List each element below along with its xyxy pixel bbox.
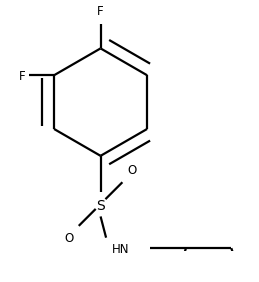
Text: O: O — [127, 164, 136, 177]
Text: S: S — [96, 199, 105, 213]
Text: O: O — [64, 232, 74, 244]
Text: F: F — [97, 5, 104, 18]
Text: HN: HN — [112, 243, 129, 256]
Text: F: F — [18, 70, 25, 83]
